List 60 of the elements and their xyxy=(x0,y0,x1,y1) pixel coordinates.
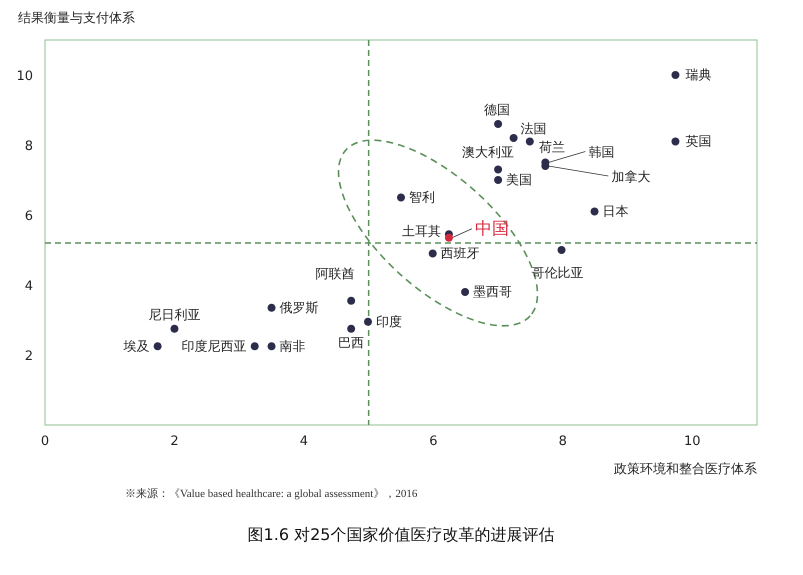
data-label: 土耳其 xyxy=(402,224,441,240)
text: ※来源：《Value based healthcare: a global assessment》，2016 xyxy=(125,487,418,500)
x-tick-label: 6 xyxy=(429,434,438,449)
x-tick-label: 4 xyxy=(300,434,308,449)
x-axis-title: 政策环境和整合医疗体系 xyxy=(614,461,757,477)
y-tick-label: 10 xyxy=(16,69,33,84)
data-label: 瑞典 xyxy=(685,68,712,83)
data-label: 阿联酋 xyxy=(316,266,355,282)
point xyxy=(590,208,599,216)
data-label: 埃及 xyxy=(122,339,150,354)
x-tick-label: 2 xyxy=(170,434,179,449)
data-label: 西班牙 xyxy=(440,246,480,262)
data-label: 澳大利亚 xyxy=(462,146,514,160)
text: 图1.6 对25个国家价值医疗改革的进展评估 xyxy=(248,525,554,544)
point xyxy=(494,176,502,184)
point xyxy=(494,166,502,174)
data-label: 印度 xyxy=(376,314,402,330)
point xyxy=(364,318,372,326)
data-label: 日本 xyxy=(602,204,629,220)
data-label: 法国 xyxy=(520,122,547,137)
data-label: 德国 xyxy=(484,103,510,118)
data-label: 俄罗斯 xyxy=(280,300,319,316)
data-label: 美国 xyxy=(506,172,532,188)
point xyxy=(526,138,534,146)
data-label: 哥伦比亚 xyxy=(532,266,584,281)
point xyxy=(558,246,566,254)
point xyxy=(428,250,437,258)
y-tick-label: 2 xyxy=(24,349,33,364)
data-label: 智利 xyxy=(409,190,435,206)
y-tick-label: 6 xyxy=(24,209,33,224)
point xyxy=(444,234,453,242)
point xyxy=(671,138,680,146)
point xyxy=(494,120,502,128)
data-label: 英国 xyxy=(685,134,712,150)
x-tick-label: 0 xyxy=(40,434,50,449)
data-label: 印度尼西亚 xyxy=(182,338,247,354)
point xyxy=(461,288,470,296)
point xyxy=(268,304,276,312)
x-tick-label: 10 xyxy=(684,434,701,449)
point xyxy=(170,324,178,333)
point xyxy=(347,296,356,305)
data-label: 巴西 xyxy=(338,336,364,351)
point xyxy=(347,324,356,333)
data-label: 尼日利亚 xyxy=(148,308,200,323)
point xyxy=(671,71,680,79)
data-label: 荷兰 xyxy=(538,140,565,156)
x-tick-label: 8 xyxy=(558,434,567,449)
y-tick-label: 8 xyxy=(24,139,33,154)
data-label: 中国 xyxy=(474,218,509,239)
point xyxy=(397,194,405,202)
point xyxy=(154,342,162,350)
point xyxy=(268,342,276,350)
y-axis-title: 结果衡量与支付体系 xyxy=(18,11,135,26)
y-tick-label: 4 xyxy=(24,279,33,294)
data-label: 韩国 xyxy=(588,146,614,160)
point xyxy=(250,342,259,350)
data-label: 南非 xyxy=(280,339,306,354)
data-label: 墨西哥 xyxy=(473,285,512,300)
point xyxy=(510,134,518,142)
data-label: 加拿大 xyxy=(611,170,650,185)
